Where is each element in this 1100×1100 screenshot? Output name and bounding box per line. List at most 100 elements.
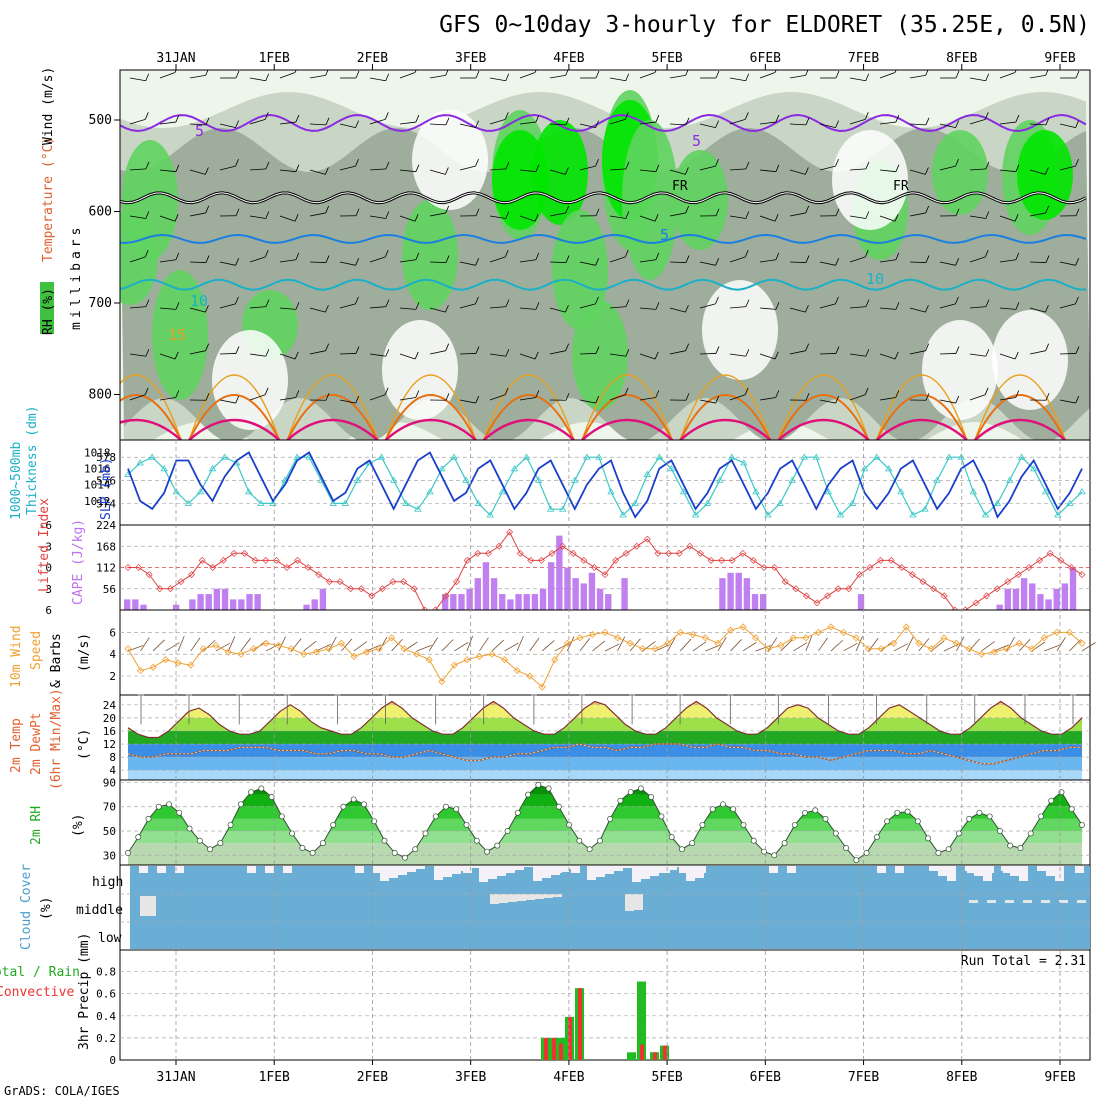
wind10-barb <box>1056 637 1066 652</box>
wind10-marker <box>300 650 308 658</box>
wind-barb <box>639 259 656 263</box>
wind-barb-flag <box>925 117 930 125</box>
wind-barb <box>699 303 716 309</box>
cloud-mid-gap <box>1077 900 1086 903</box>
wind-barb-flag <box>295 114 300 123</box>
thickness-marker <box>643 470 651 477</box>
wind10-marker <box>162 656 170 664</box>
wind-barb <box>459 165 476 171</box>
cloud-high-gap <box>1001 866 1010 871</box>
wind-barb <box>1059 399 1076 404</box>
wind-barb <box>309 261 327 263</box>
wind-barb <box>729 353 746 357</box>
wind-barb <box>1029 350 1046 355</box>
wind10-marker <box>990 648 998 656</box>
wind-barb <box>639 215 656 222</box>
rh2m-marker <box>689 840 696 847</box>
wind10-barb <box>529 637 540 652</box>
rh2m-marker <box>1048 797 1055 804</box>
wind-barb-flag <box>205 343 210 351</box>
wind10-marker <box>890 639 898 647</box>
wind-barb <box>489 306 506 309</box>
wind-barb <box>819 123 836 128</box>
wind-barb-flag <box>475 158 479 167</box>
wind-barb-flag <box>205 205 210 214</box>
rh2m-marker <box>761 848 767 855</box>
wind-barb-flag <box>235 395 240 404</box>
rh2m-marker <box>853 857 860 864</box>
wind-barb <box>399 215 416 222</box>
temp-tick-label: 8 <box>109 751 116 764</box>
wind-barb-flag <box>895 302 900 310</box>
cape-bar <box>1020 578 1028 610</box>
precip-tick-label: 0.2 <box>96 1032 116 1045</box>
rh2m-marker <box>730 806 737 813</box>
wind-barb <box>429 212 446 217</box>
wind-barb-flag <box>325 304 329 313</box>
wind-barb-flag <box>1015 114 1020 123</box>
wind-barb-flag <box>265 299 270 307</box>
wind10-marker <box>915 639 923 647</box>
wind-barb <box>1059 261 1076 266</box>
wind-barb <box>159 72 176 79</box>
thickness-marker <box>1005 476 1014 483</box>
rh2m-marker <box>863 849 870 856</box>
wind10-marker <box>538 683 546 691</box>
minmax-label: (6hr Min/Max) <box>49 688 64 790</box>
cloud-high-gap <box>571 866 580 873</box>
thickness-marker <box>969 488 978 495</box>
wind10-marker <box>513 667 521 675</box>
thickness-marker <box>836 511 845 518</box>
wind-barb-flag <box>535 302 540 310</box>
wind10-marker <box>551 656 559 664</box>
wind10-marker <box>224 648 232 656</box>
wind-barb <box>279 169 296 173</box>
slp-label: SLP (mb) <box>99 457 114 520</box>
wind-barb-flag <box>774 214 779 222</box>
top-date-label: 3FEB <box>455 51 486 66</box>
wind-barb-flag <box>1075 395 1080 404</box>
cloud-high-gap <box>443 866 452 877</box>
wind10-barb <box>516 636 524 652</box>
wind-barb-flag <box>685 167 689 175</box>
dewpt2m-line-inner <box>127 743 1082 764</box>
thickness-marker <box>1042 488 1050 495</box>
wind-barb <box>759 215 776 222</box>
wind10-barb <box>441 639 454 652</box>
cloud-cover-panel: Cloud Cover (%) high middle low <box>19 864 1091 951</box>
wind-barb-flag <box>685 393 690 401</box>
wind-barb <box>699 353 717 355</box>
wind10-barb <box>479 637 489 652</box>
cloud-high-gap <box>614 866 623 871</box>
rh2m-marker <box>186 825 193 832</box>
wind-barb <box>549 261 567 263</box>
cloud-high-gap <box>551 866 560 875</box>
wind10-marker <box>764 645 772 653</box>
wind-barb-flag <box>745 299 750 307</box>
wind-barb <box>219 261 236 266</box>
li-marker <box>537 556 545 564</box>
wind-barb <box>909 350 926 355</box>
contour-freezing-inner <box>120 192 1087 204</box>
wind-barb-flag <box>955 346 960 354</box>
wind-barb-flag <box>865 299 870 307</box>
cloud-high-gap <box>695 866 704 878</box>
li-tick-label: 3 <box>45 583 52 596</box>
wind-barb <box>969 394 986 401</box>
wind-barb-flag <box>715 346 720 354</box>
rh-green-patch <box>120 210 158 305</box>
cape-bar <box>450 594 457 610</box>
cloud-high-gap <box>524 866 533 867</box>
rh-dry-pocket <box>412 110 488 210</box>
wind-barb <box>189 74 206 79</box>
contour-label-purple-2: 5 <box>692 132 701 150</box>
cape-bar <box>124 599 131 610</box>
wind-barb <box>459 353 477 355</box>
wind-barb-flag <box>175 252 180 260</box>
wind-barb <box>579 261 596 266</box>
cloud-high-gap <box>488 866 497 879</box>
wind-barb <box>669 307 686 313</box>
cloud-high-label: high <box>92 875 123 890</box>
wind-barb-flag <box>264 249 269 258</box>
wind-barb-flag <box>235 296 239 305</box>
